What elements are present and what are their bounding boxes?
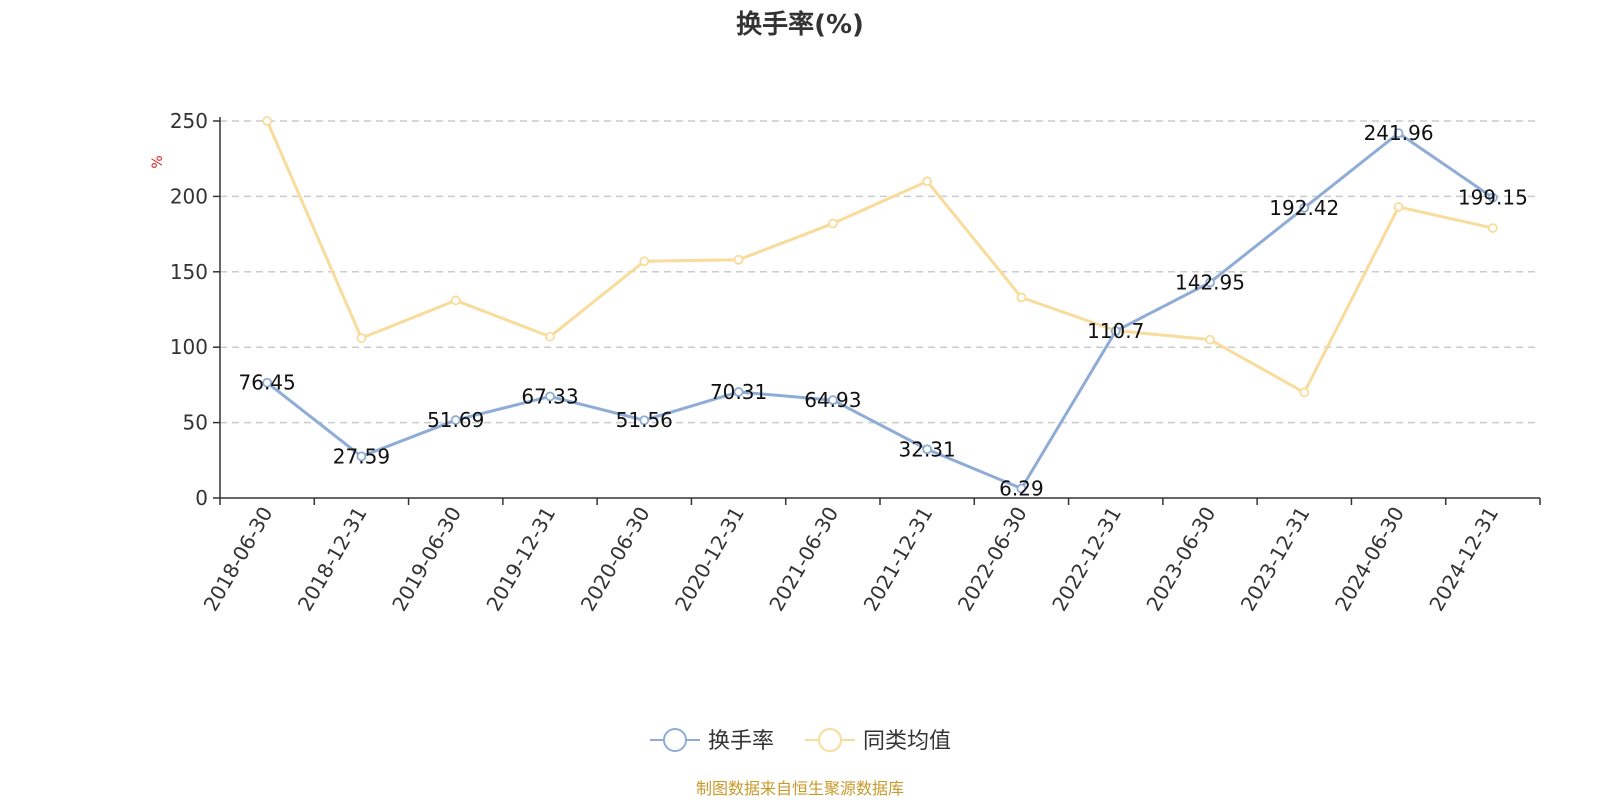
data-point-1[interactable]	[827, 218, 838, 229]
data-label: 51.56	[616, 408, 673, 432]
y-tick-label: 0	[195, 486, 208, 510]
series-line-1	[265, 120, 1494, 394]
x-tick-label: 2021-06-30	[764, 503, 843, 616]
x-tick-label: 2024-06-30	[1330, 503, 1409, 616]
series-line-0	[266, 131, 1494, 491]
x-tick-label: 2018-06-30	[199, 503, 278, 616]
data-point-0[interactable]	[1487, 192, 1498, 203]
data-label: 110.7	[1087, 319, 1144, 343]
grid-lines	[220, 120, 1540, 424]
y-tick-label: 250	[170, 109, 208, 133]
data-point-1[interactable]	[262, 116, 273, 126]
data-point-0[interactable]	[1110, 326, 1121, 336]
data-point-0[interactable]	[1393, 128, 1404, 139]
data-label: 67.33	[521, 384, 578, 408]
legend-label-0[interactable]: 换手率	[708, 729, 774, 754]
x-tick-label: 2022-06-30	[953, 503, 1032, 616]
data-label: 192.42	[1269, 196, 1339, 220]
data-point-0[interactable]	[356, 451, 367, 462]
data-point-1[interactable]	[733, 254, 744, 265]
data-label: 76.45	[239, 371, 296, 395]
data-point-0[interactable]	[922, 444, 933, 455]
y-tick-label: 100	[170, 335, 208, 359]
chart-title: 换手率(%)	[736, 9, 864, 40]
data-point-0[interactable]	[733, 387, 744, 397]
data-label: 70.31	[710, 380, 767, 404]
legend-marker-1[interactable]	[818, 728, 842, 752]
y-axis-unit: %	[150, 155, 166, 168]
data-label: 32.31	[899, 437, 956, 461]
data-point-1[interactable]	[1205, 334, 1215, 345]
data-point-0[interactable]	[545, 391, 555, 402]
data-label: 27.59	[333, 444, 390, 468]
data-point-0[interactable]	[450, 415, 461, 425]
legend: 换手率 同类均值	[650, 728, 951, 754]
data-point-1[interactable]	[356, 333, 367, 344]
data-point-0[interactable]	[827, 395, 838, 405]
source-note: 制图数据来自恒生聚源数据库	[696, 779, 904, 798]
x-tick-label: 2021-12-31	[859, 502, 938, 615]
data-point-1[interactable]	[1393, 202, 1404, 212]
x-tick-label: 2019-06-30	[387, 503, 466, 616]
x-axis-ticks: 2018-06-30 2018-12-31 2019-06-30 2019-12-31…	[199, 498, 1541, 616]
data-point-1[interactable]	[639, 256, 650, 267]
data-point-1[interactable]	[1487, 223, 1498, 233]
data-point-0[interactable]	[1016, 483, 1027, 494]
y-tick-label: 150	[170, 260, 208, 284]
y-tick-label: 200	[170, 184, 208, 208]
x-tick-label: 2020-06-30	[576, 503, 655, 616]
y-tick-label: 50	[183, 411, 208, 435]
data-point-0[interactable]	[1299, 202, 1310, 213]
series-layer	[262, 116, 1498, 494]
legend-marker-0[interactable]	[663, 728, 687, 752]
x-tick-label: 2019-12-31	[481, 503, 560, 616]
y-axis-ticks: 0 50 100 150 200 250	[170, 109, 220, 510]
data-labels: 76.45 27.59 51.69 67.33 51.56 70.31 64.93 32.31…	[239, 121, 1528, 500]
x-tick-label: 2024-12-31	[1424, 503, 1503, 616]
data-point-1[interactable]	[1299, 387, 1310, 398]
data-point-1[interactable]	[922, 176, 933, 187]
x-tick-label: 2023-06-30	[1141, 503, 1220, 616]
data-point-0[interactable]	[1205, 277, 1215, 288]
x-tick-label: 2022-12-31	[1047, 503, 1126, 616]
legend-label-1[interactable]: 同类均值	[863, 729, 951, 754]
data-point-1[interactable]	[450, 295, 461, 306]
x-tick-label: 2018-12-31	[293, 503, 372, 616]
x-tick-label: 2023-12-31	[1236, 503, 1315, 616]
data-point-0[interactable]	[639, 415, 650, 426]
data-label: 6.29	[999, 477, 1044, 501]
data-point-1[interactable]	[1016, 292, 1027, 303]
data-label: 51.69	[427, 408, 484, 432]
x-tick-label: 2020-12-31	[670, 503, 749, 616]
data-label: 241.96	[1364, 121, 1434, 145]
data-point-1[interactable]	[545, 331, 555, 342]
data-label: 64.93	[804, 388, 861, 412]
data-label: 142.95	[1175, 270, 1245, 294]
data-label: 199.15	[1458, 186, 1528, 210]
data-point-0[interactable]	[262, 377, 273, 388]
